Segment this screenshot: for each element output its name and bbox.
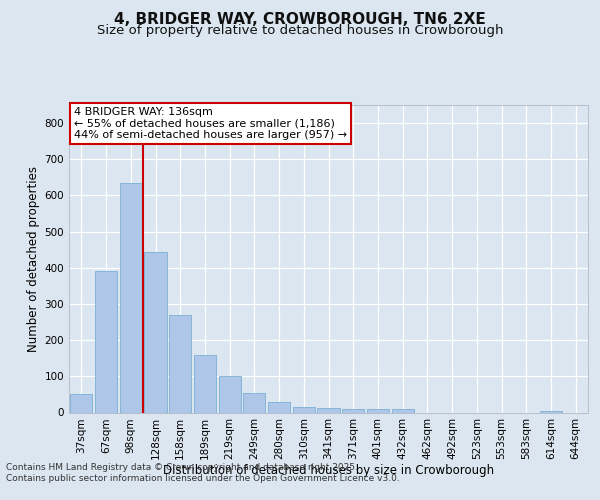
Bar [243,392,265,412]
Bar [70,394,92,412]
Bar [218,376,241,412]
Bar [145,252,167,412]
Bar [342,409,364,412]
Bar [194,354,216,412]
Bar [95,272,117,412]
Bar [317,408,340,412]
Text: 4 BRIDGER WAY: 136sqm
← 55% of detached houses are smaller (1,186)
44% of semi-d: 4 BRIDGER WAY: 136sqm ← 55% of detached … [74,106,347,140]
Text: 4, BRIDGER WAY, CROWBOROUGH, TN6 2XE: 4, BRIDGER WAY, CROWBOROUGH, TN6 2XE [114,12,486,28]
Bar [367,409,389,412]
Text: Contains public sector information licensed under the Open Government Licence v3: Contains public sector information licen… [6,474,400,483]
Text: Contains HM Land Registry data © Crown copyright and database right 2025.: Contains HM Land Registry data © Crown c… [6,462,358,471]
Bar [119,183,142,412]
Bar [293,407,315,412]
Bar [392,409,414,412]
Bar [268,402,290,412]
X-axis label: Distribution of detached houses by size in Crowborough: Distribution of detached houses by size … [163,464,494,476]
Y-axis label: Number of detached properties: Number of detached properties [28,166,40,352]
Text: Size of property relative to detached houses in Crowborough: Size of property relative to detached ho… [97,24,503,37]
Bar [169,315,191,412]
